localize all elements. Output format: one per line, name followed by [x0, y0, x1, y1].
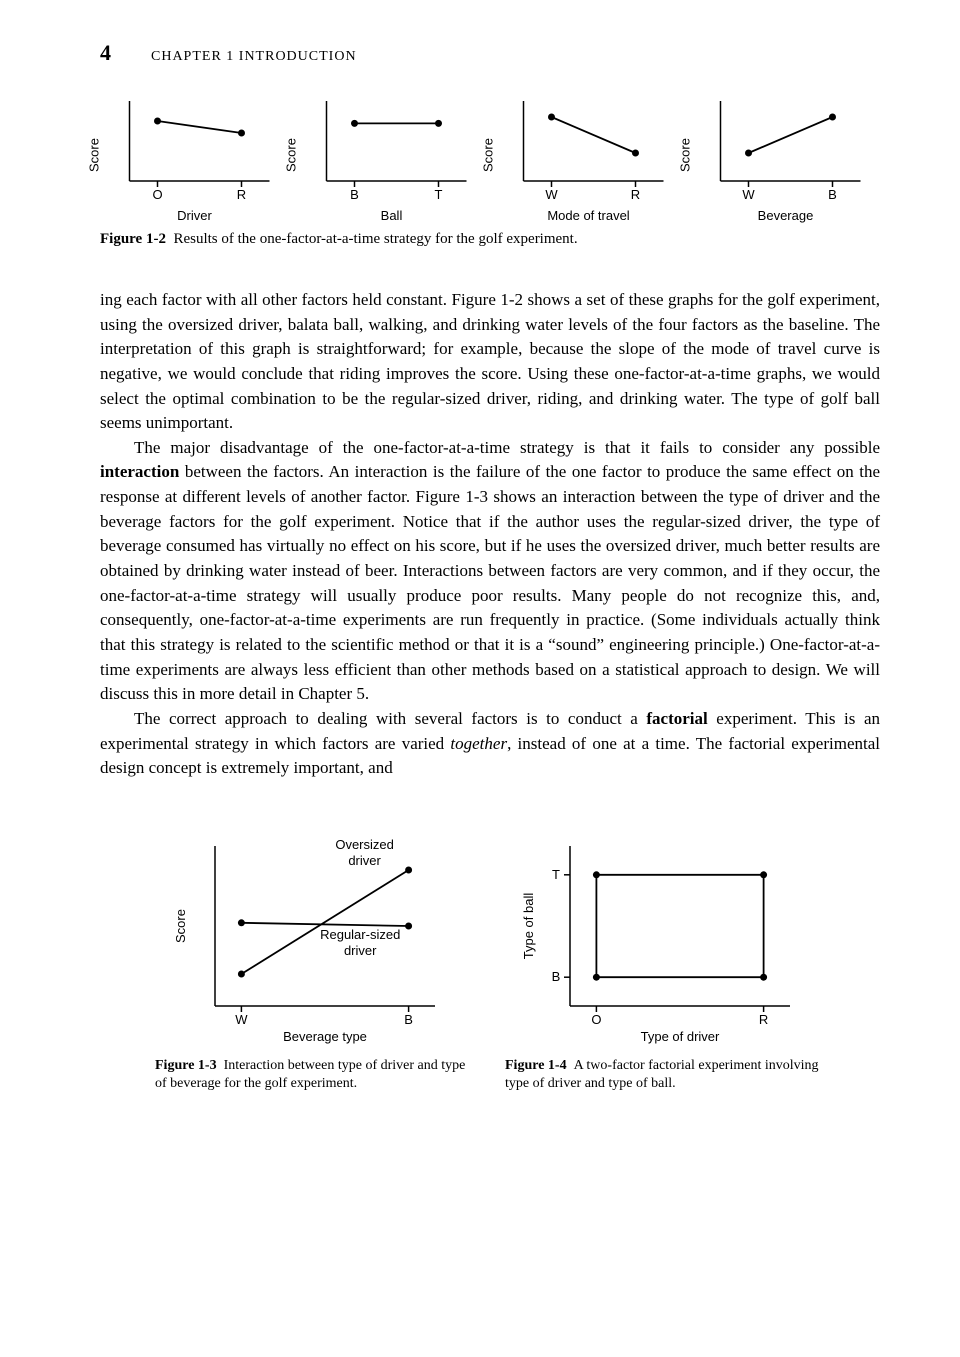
mini-chart-1: ScoreBTBall	[297, 86, 486, 223]
svg-text:Oversized: Oversized	[335, 837, 394, 852]
p3a: The correct approach to dealing with sev…	[134, 709, 646, 728]
figure-1-2-label: Figure 1-2	[100, 231, 166, 247]
svg-text:B: B	[350, 187, 359, 202]
figure-1-4-label: Figure 1-4	[505, 1058, 567, 1073]
figure-1-3-chart: WBBeverage typeScoreOversizeddriverRegul…	[165, 821, 465, 1051]
p2-bold: interaction	[100, 462, 179, 481]
x-axis-title: Mode of travel	[494, 208, 683, 223]
figure-1-4-chart: O R B T Type of driver Type of ball	[515, 821, 815, 1051]
figure-1-2-caption-text: Results of the one-factor-at-a-time stra…	[173, 231, 577, 247]
figure-1-3-caption: Figure 1-3 Interaction between type of d…	[155, 1057, 475, 1093]
y-axis-label: Score	[481, 138, 496, 172]
svg-text:R: R	[237, 187, 246, 202]
svg-text:B: B	[828, 187, 837, 202]
page-header: 4 CHAPTER 1 INTRODUCTION	[100, 40, 880, 66]
figure-1-2-caption: Figure 1-2 Results of the one-factor-at-…	[100, 231, 880, 248]
figure-1-3-label: Figure 1-3	[155, 1058, 217, 1073]
svg-text:W: W	[235, 1012, 248, 1027]
svg-text:driver: driver	[344, 943, 377, 958]
svg-text:T: T	[435, 187, 443, 202]
figure-1-4-caption: Figure 1-4 A two-factor factorial experi…	[505, 1057, 825, 1093]
svg-text:O: O	[152, 187, 162, 202]
figure-1-3: WBBeverage typeScoreOversizeddriverRegul…	[155, 821, 475, 1093]
figure-1-4: O R B T Type of driver Type of ball Figure 1-…	[505, 821, 825, 1093]
svg-text:Type of driver: Type of driver	[641, 1029, 720, 1044]
svg-text:Type of ball: Type of ball	[521, 892, 536, 959]
svg-text:T: T	[552, 867, 560, 882]
mini-chart-2: ScoreWRMode of travel	[494, 86, 683, 223]
p3-bold: factorial	[646, 709, 707, 728]
svg-text:Beverage type: Beverage type	[283, 1029, 367, 1044]
svg-text:B: B	[404, 1012, 413, 1027]
p2b: between the factors. An interaction is t…	[100, 462, 880, 703]
mini-chart-0: ScoreORDriver	[100, 86, 289, 223]
chapter-label: CHAPTER 1 INTRODUCTION	[151, 49, 357, 65]
p3-italic: together	[450, 734, 507, 753]
svg-text:R: R	[759, 1012, 768, 1027]
svg-text:W: W	[545, 187, 558, 202]
svg-text:B: B	[552, 969, 561, 984]
p2a: The major disadvantage of the one-factor…	[134, 438, 880, 457]
y-axis-label: Score	[87, 138, 102, 172]
body-text: ing each factor with all other factors h…	[100, 288, 880, 781]
mini-chart-3: ScoreWBBeverage	[691, 86, 880, 223]
x-axis-title: Ball	[297, 208, 486, 223]
svg-text:O: O	[591, 1012, 601, 1027]
y-axis-label: Score	[678, 138, 693, 172]
page-number: 4	[100, 40, 111, 66]
svg-text:W: W	[742, 187, 755, 202]
x-axis-title: Driver	[100, 208, 289, 223]
paragraph-2: The major disadvantage of the one-factor…	[100, 436, 880, 707]
svg-text:Score: Score	[173, 909, 188, 943]
y-axis-label: Score	[284, 138, 299, 172]
paragraph-1: ing each factor with all other factors h…	[100, 288, 880, 436]
svg-text:Regular-sized: Regular-sized	[320, 927, 400, 942]
x-axis-title: Beverage	[691, 208, 880, 223]
svg-text:driver: driver	[348, 853, 381, 868]
svg-text:R: R	[631, 187, 640, 202]
bottom-figures-row: WBBeverage typeScoreOversizeddriverRegul…	[100, 821, 880, 1093]
figure-1-2-row: Score O R Driver Score B T Ball Score W R Mode of t…	[100, 86, 880, 223]
paragraph-3: The correct approach to dealing with sev…	[100, 707, 880, 781]
